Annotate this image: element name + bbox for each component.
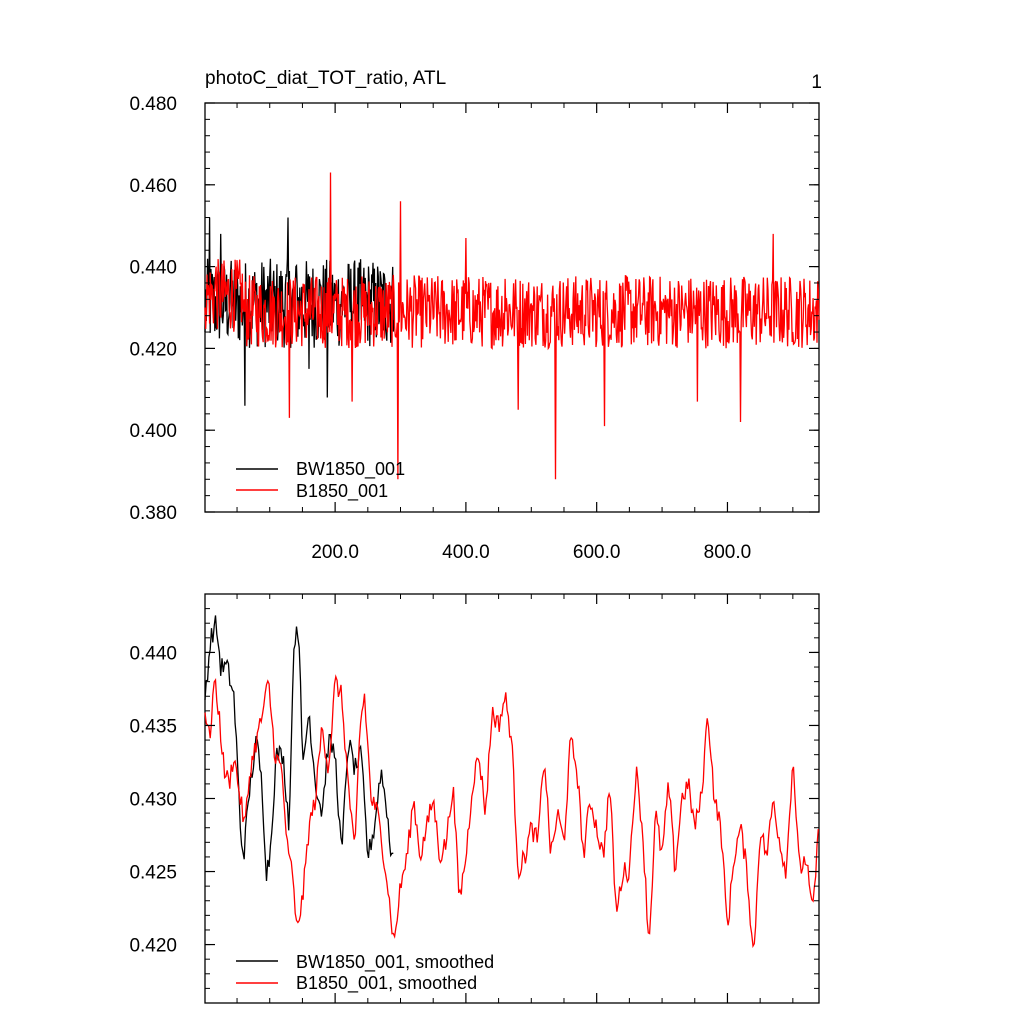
bottom-panel-legend: BW1850_001, smoothed B1850_001, smoothed bbox=[236, 952, 494, 994]
bottom-series-line-bw1850 bbox=[204, 615, 394, 882]
x-tick-label: 800.0 bbox=[704, 542, 752, 563]
y-tick-label: 0.380 bbox=[129, 503, 177, 524]
x-tick-label: 400.0 bbox=[442, 542, 490, 563]
panel-number-label: 1 bbox=[811, 72, 822, 93]
bottom-panel: 0.420 0.425 0.430 0.435 0.440 BW1850_001, sm… bbox=[129, 593, 820, 1004]
legend-label-bw1850: BW1850_001 bbox=[296, 459, 405, 480]
y-tick-label: 0.430 bbox=[129, 790, 177, 811]
bottom-panel-frame bbox=[204, 593, 820, 1004]
legend-label-bw1850-smoothed: BW1850_001, smoothed bbox=[296, 952, 494, 973]
top-panel-title: photoC_diat_TOT_ratio, ATL bbox=[205, 68, 446, 89]
x-tick-label: 200.0 bbox=[311, 542, 359, 563]
top-panel-legend: BW1850_001 B1850_001 bbox=[236, 459, 405, 502]
y-tick-label: 0.435 bbox=[129, 716, 177, 737]
y-tick-label: 0.420 bbox=[129, 936, 177, 957]
y-tick-label: 0.460 bbox=[129, 176, 177, 197]
bottom-panel-ticks: 0.420 0.425 0.430 0.435 0.440 bbox=[129, 593, 819, 1004]
legend-label-b1850-smoothed: B1850_001, smoothed bbox=[296, 973, 477, 994]
x-tick-label: 600.0 bbox=[573, 542, 621, 563]
y-tick-label: 0.425 bbox=[129, 863, 177, 884]
bottom-series-line-b1850 bbox=[204, 674, 819, 949]
y-tick-label: 0.440 bbox=[129, 258, 177, 279]
y-tick-label: 0.400 bbox=[129, 421, 177, 442]
top-panel: 0.380 0.400 0.420 0.440 0.460 0.480 200.0 400.0… bbox=[129, 68, 822, 563]
y-tick-label: 0.420 bbox=[129, 339, 177, 360]
legend-label-b1850: B1850_001 bbox=[296, 481, 388, 502]
y-tick-label: 0.440 bbox=[129, 643, 177, 664]
top-panel-ticks: 0.380 0.400 0.420 0.440 0.460 0.480 200.0 400.0… bbox=[129, 94, 819, 563]
bottom-panel-series bbox=[204, 615, 819, 949]
y-tick-label: 0.480 bbox=[129, 94, 177, 115]
top-panel-series bbox=[204, 172, 820, 480]
top-series-line-b1850 bbox=[204, 172, 820, 480]
